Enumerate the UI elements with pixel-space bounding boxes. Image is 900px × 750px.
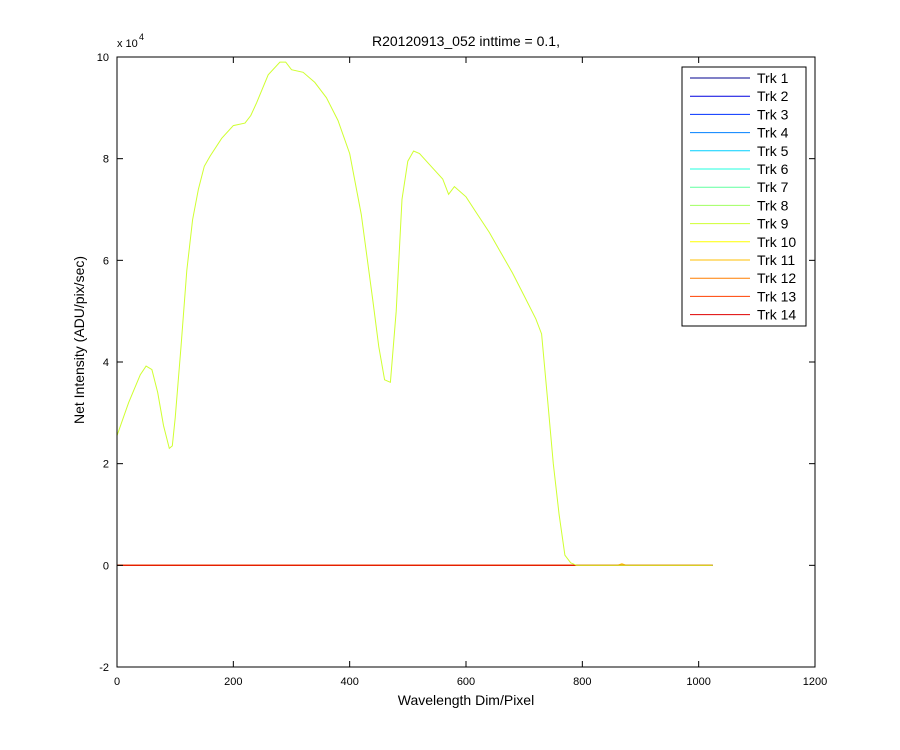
y-tick-label: 0 [103, 560, 109, 572]
x-tick-label: 400 [340, 676, 358, 688]
y-tick-label: 10 [97, 52, 109, 64]
y-exponent-prefix: x 10 [117, 38, 138, 50]
legend-entry-label: Trk 10 [757, 234, 796, 250]
legend-entry-label: Trk 6 [757, 161, 789, 177]
legend-entry-label: Trk 7 [757, 179, 789, 195]
legend-entry-label: Trk 12 [757, 270, 796, 286]
legend-box [681, 66, 807, 327]
legend-entry-label: Trk 1 [757, 70, 789, 86]
x-tick-label: 1000 [686, 676, 710, 688]
legend-entry-label: Trk 4 [757, 125, 789, 141]
legend-entry-label: Trk 8 [757, 197, 789, 213]
x-tick-label: 200 [224, 676, 242, 688]
legend-entry-label: Trk 3 [757, 106, 789, 122]
chart-title: R20120913_052 inttime = 0.1, [372, 33, 560, 49]
x-tick-label: 1200 [803, 676, 827, 688]
y-tick-label: 8 [103, 154, 109, 166]
legend-entry-label: Trk 14 [757, 307, 796, 323]
legend: Trk 1 Trk 2 Trk 3 Trk 4 Trk 5 Trk 6 Trk 7 Trk 8… [681, 66, 807, 327]
x-tick-label: 0 [114, 676, 120, 688]
y-axis-label: Net Intensity (ADU/pix/sec) [71, 256, 87, 424]
legend-entry-label: Trk 9 [757, 216, 789, 232]
ticks-layer: 0 200 400 600 800 1000 1200 -2 0 2 4 6 8 10 [97, 52, 827, 688]
x-tick-label: 800 [573, 676, 591, 688]
y-tick-label: -2 [99, 662, 109, 674]
legend-items: Trk 1 Trk 2 Trk 3 Trk 4 Trk 5 Trk 6 Trk 7 Trk 8… [690, 70, 796, 323]
legend-entry-label: Trk 11 [757, 252, 795, 268]
legend-entry-label: Trk 13 [757, 288, 796, 304]
legend-entry-label: Trk 5 [757, 143, 789, 159]
series-layer [116, 61, 713, 566]
series-line-trk-9 [116, 61, 713, 566]
y-tick-label: 4 [103, 357, 109, 369]
legend-entry-label: Trk 2 [757, 88, 789, 104]
y-tick-label: 6 [103, 255, 109, 267]
y-exponent-power: 4 [139, 32, 144, 42]
y-tick-label: 2 [103, 459, 109, 471]
x-tick-label: 600 [457, 676, 475, 688]
x-axis-label: Wavelength Dim/Pixel [398, 692, 534, 708]
